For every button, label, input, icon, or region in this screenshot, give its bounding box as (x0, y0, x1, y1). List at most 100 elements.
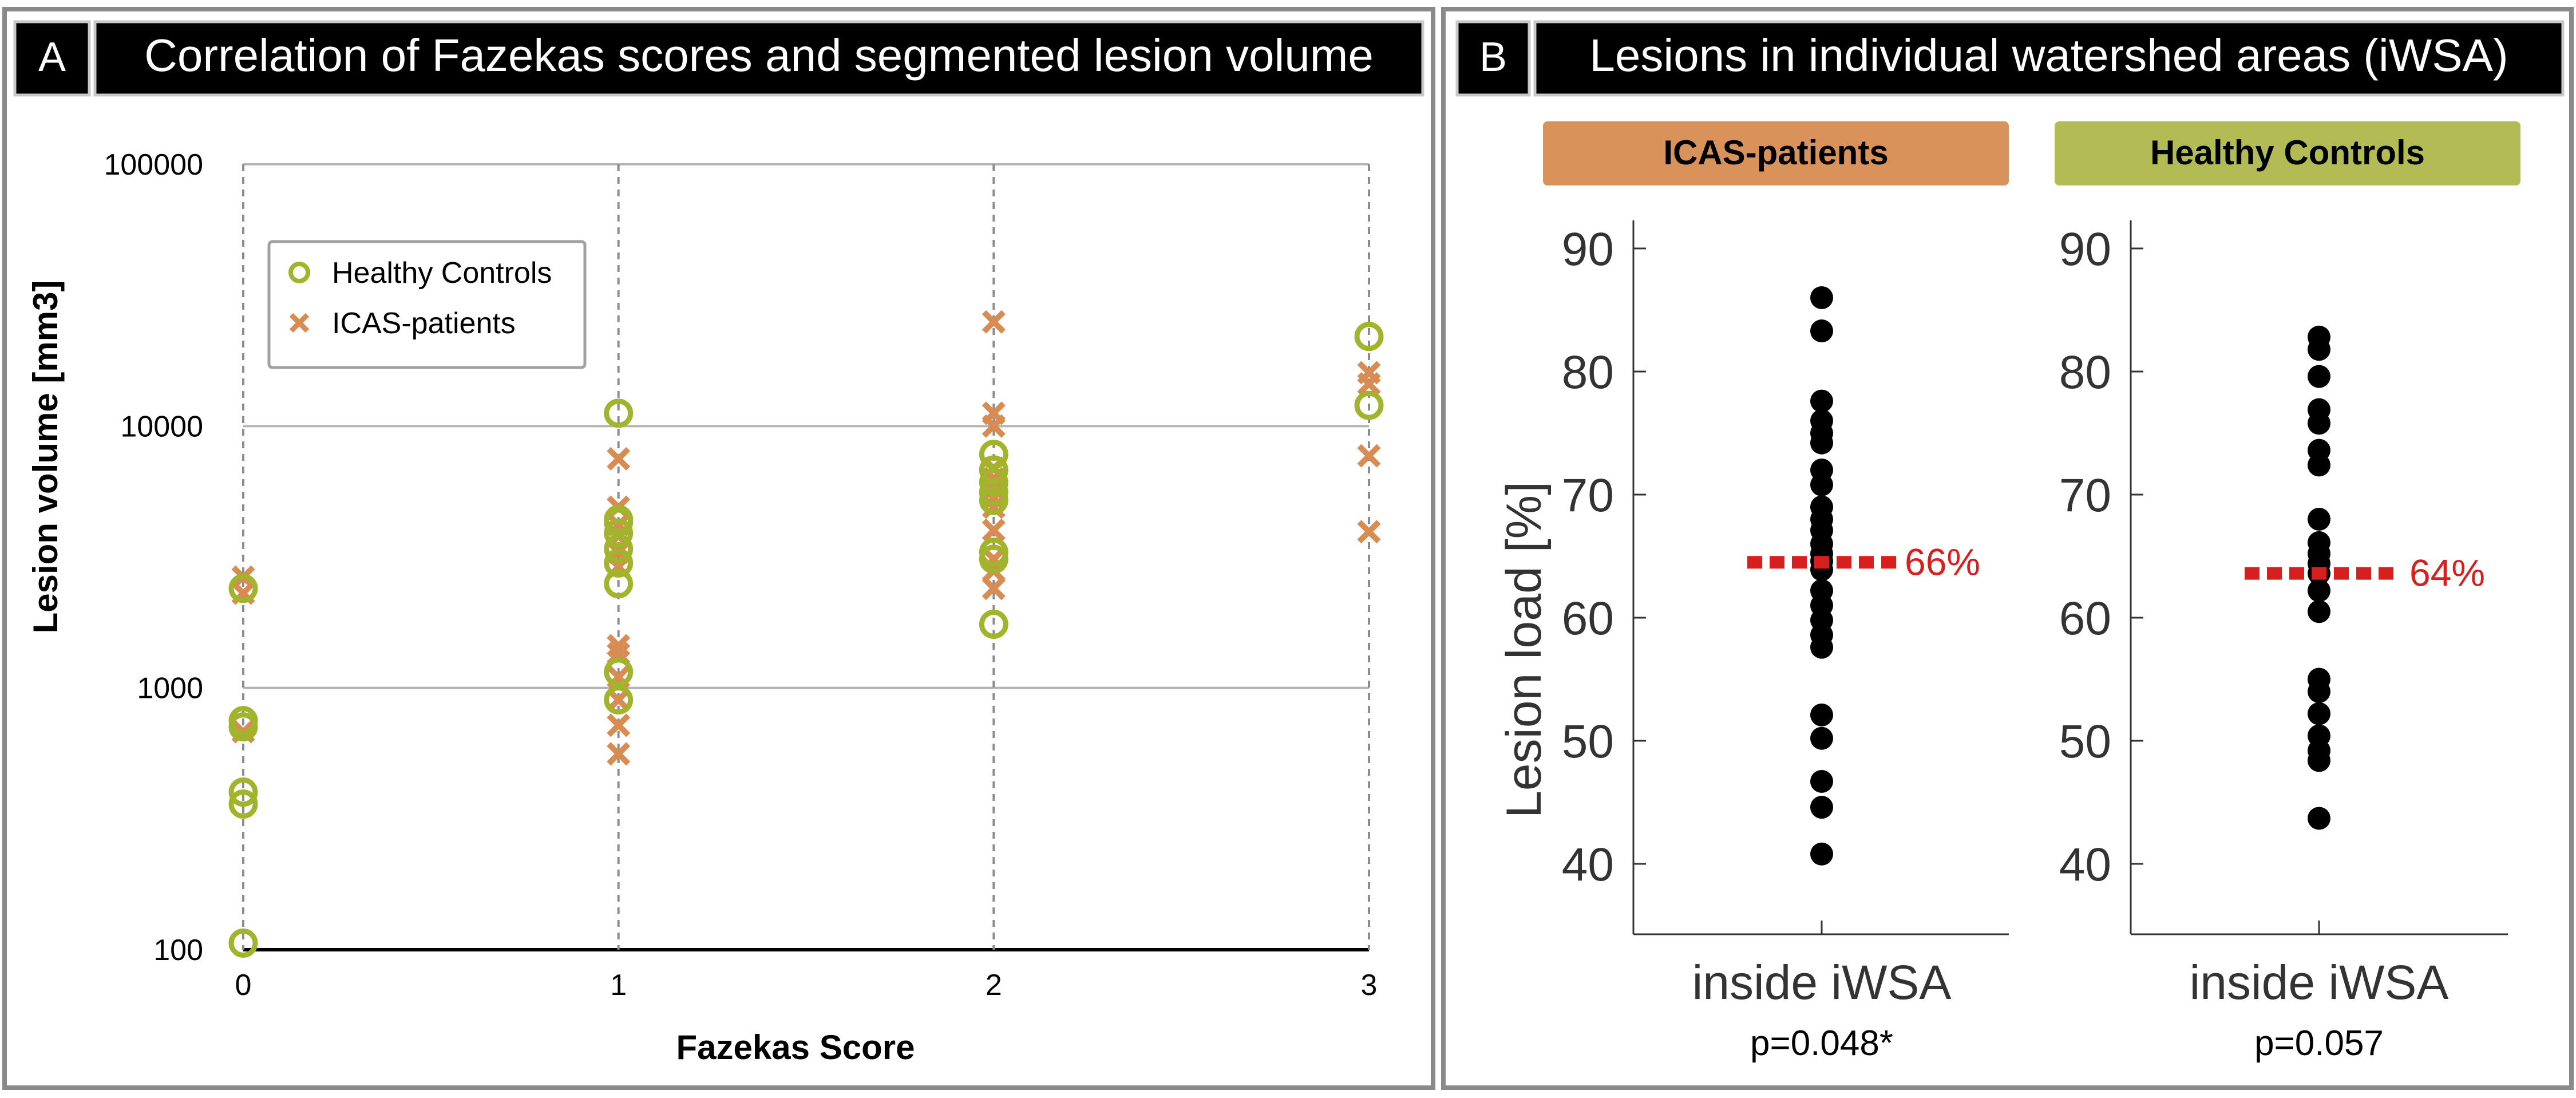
legend: Healthy Controls ICAS-patients (267, 240, 587, 369)
panel-b-letter: B (1479, 34, 1507, 80)
panel-a-title: Correlation of Fazekas scores and segmen… (144, 30, 1374, 81)
y-tick-label: 70 (1562, 469, 1614, 522)
healthy-control-point (604, 569, 634, 599)
healthy-control-point (604, 548, 634, 578)
healthy-control-point (604, 534, 634, 564)
lesion-load-point (2308, 749, 2330, 772)
x-tick-label: 0 (235, 969, 252, 1002)
healthy-control-point (228, 706, 258, 736)
panel-b-letter-box (1455, 20, 1531, 97)
legend-icas-marker (289, 313, 310, 333)
x-tick-label: 3 (1361, 969, 1378, 1002)
legend-healthy-label: Healthy Controls (332, 256, 552, 290)
x-axis-label: Fazekas Score (676, 1028, 915, 1067)
healthy-control-point (979, 440, 1008, 469)
lesion-load-point (2308, 680, 2330, 703)
y-tick-label: 80 (2059, 346, 2111, 398)
lesion-load-point (2308, 807, 2330, 830)
healthy-control-point (1354, 322, 1384, 351)
lesion-load-point (1810, 703, 1833, 726)
x-tick-labels: 0 1 2 3 (235, 969, 1378, 1002)
y-tick-labels: 100 1000 10000 100000 (104, 148, 203, 967)
lesion-load-point (2308, 453, 2330, 477)
x-tick-label: 1 (610, 969, 627, 1002)
y-tick-label: 70 (2059, 469, 2111, 522)
healthy-control-point (604, 398, 634, 428)
lesion-load-point (1810, 473, 1833, 496)
lesion-load-point (2308, 702, 2330, 725)
icas-lesion-load-chart: 40 50 60 70 80 90 66% inside iWSA p=0.048* (1562, 220, 2009, 1063)
healthy-control-point (1354, 390, 1384, 420)
healthy-control-point (604, 685, 634, 715)
healthy-control-point (228, 574, 258, 603)
legend-icas-label: ICAS-patients (332, 307, 516, 340)
panel-b-frame (1441, 7, 2574, 1090)
icas-patient-point (1357, 361, 1381, 385)
panel-a-title-box (93, 20, 1424, 97)
x-axis-label: inside iWSA (1692, 955, 1952, 1009)
healthy-control-point (604, 657, 634, 687)
healthy-control-point (979, 455, 1008, 485)
p-value: p=0.048* (1750, 1024, 1893, 1063)
x-tick-label: 2 (986, 969, 1002, 1002)
y-axis-label: Lesion volume [mm3] (26, 281, 65, 634)
icas-patient-point (982, 310, 1006, 334)
lesion-load-point (2308, 600, 2330, 623)
panel-a-letter-box (13, 20, 91, 97)
lesion-load-point (1810, 431, 1833, 455)
icas-patient-point (1357, 520, 1381, 544)
icas-patients-header-label: ICAS-patients (1663, 133, 1888, 172)
axes: 40 50 60 70 80 90 (2059, 220, 2508, 935)
lesion-load-point (1810, 796, 1833, 819)
lesion-load-point (1810, 635, 1833, 659)
y-tick-label: 60 (1562, 593, 1614, 645)
healthy-control-point (979, 468, 1008, 497)
icas-patient-point (982, 547, 1006, 571)
healthy-control-point (604, 504, 634, 534)
healthy-control-point (979, 610, 1008, 639)
icas-patient-point (982, 576, 1006, 601)
panel-b-title-box (1533, 20, 2565, 97)
healthy-lesion-load-chart: 40 50 60 70 80 90 64% inside iWSA p=0.057 (2059, 220, 2508, 1063)
lesion-load-point (1810, 842, 1833, 866)
panel-a-frame (2, 7, 1435, 1090)
y-tick-label: 60 (2059, 593, 2111, 645)
icas-patient-point (982, 518, 1006, 542)
legend-box (267, 240, 587, 369)
icas-patient-point (607, 742, 631, 766)
y-tick-label: 100 (153, 934, 203, 967)
y-tick-label: 80 (1562, 346, 1614, 398)
lesion-load-point (1810, 319, 1833, 343)
healthy-controls-header-label: Healthy Controls (2150, 133, 2425, 172)
panel-b-title: Lesions in individual watershed areas (i… (1589, 30, 2508, 81)
y-tick-label: 1000 (137, 672, 203, 705)
icas-patient-point (607, 634, 631, 658)
lesion-load-point (1810, 286, 1833, 309)
y-tick-label: 90 (2059, 223, 2111, 275)
lesion-load-point (2308, 338, 2330, 361)
panel-a-letter: A (38, 34, 66, 80)
mean-label: 64% (2409, 552, 2485, 594)
healthy-control-point (979, 485, 1008, 515)
healthy-control-point (228, 789, 258, 819)
lesion-load-point (1810, 726, 1833, 750)
grid (242, 163, 1370, 951)
lesion-load-point (2308, 365, 2330, 388)
healthy-controls-header (2055, 121, 2520, 185)
healthy-control-point (228, 928, 258, 958)
healthy-control-point (979, 538, 1008, 567)
y-tick-label: 50 (1562, 716, 1614, 768)
data-points (228, 310, 1384, 958)
lesion-volume-scatter-chart: 100 1000 10000 100000 0 1 2 3 Lesion volume [m… (26, 148, 1384, 1067)
y-tick-label: 50 (2059, 716, 2111, 768)
icas-patient-point (1357, 444, 1381, 468)
lesion-load-point (1810, 389, 1833, 413)
icas-patient-point (982, 401, 1006, 425)
healthy-control-point (604, 518, 634, 548)
y-tick-label: 100000 (104, 148, 203, 181)
data-points (1810, 286, 1833, 866)
icas-patient-point (607, 713, 631, 737)
icas-patients-header (1543, 121, 2009, 185)
lesion-load-point (2308, 508, 2330, 531)
